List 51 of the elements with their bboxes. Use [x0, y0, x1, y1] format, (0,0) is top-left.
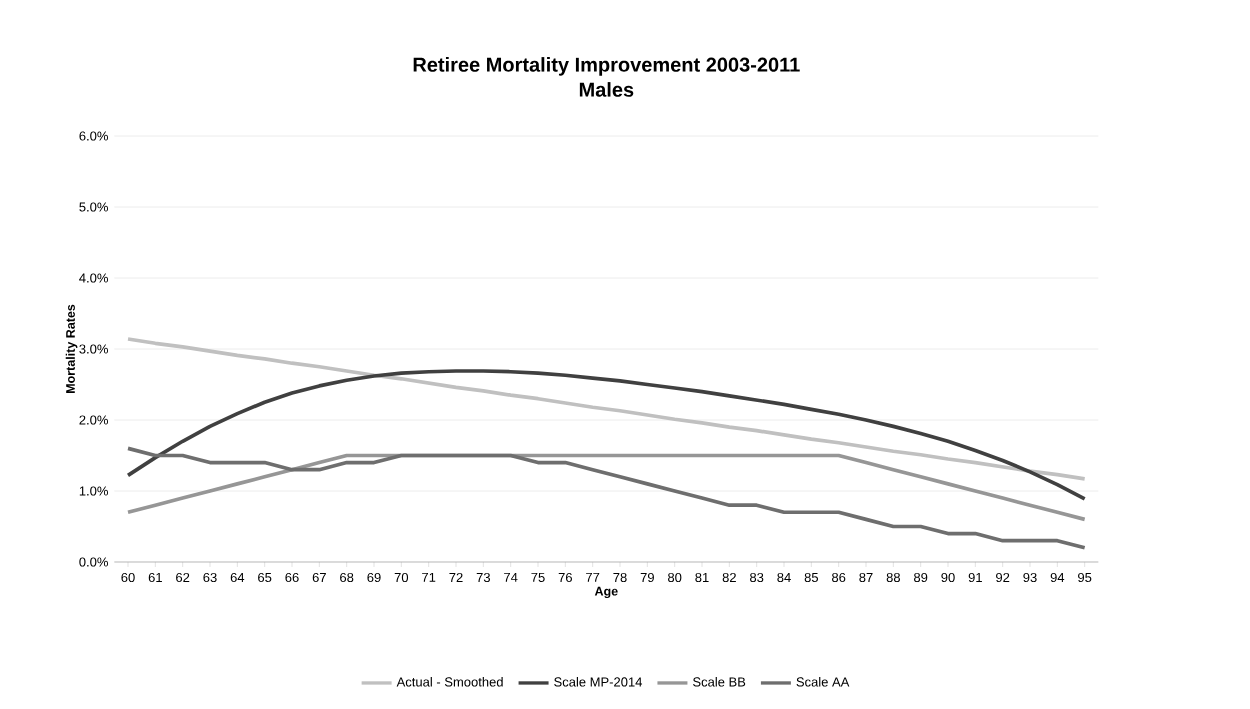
legend-label: Scale MP-2014 — [554, 677, 643, 687]
x-tick-label: 70 — [394, 572, 409, 583]
x-tick-label: 82 — [722, 572, 736, 583]
legend-label: Scale BB — [693, 677, 746, 687]
y-tick-label: 2.0% — [79, 415, 108, 425]
x-tick-label: 90 — [941, 572, 955, 583]
x-tick-label: 77 — [586, 572, 600, 582]
x-tick-label: 65 — [258, 572, 272, 583]
x-tick-label: 79 — [640, 572, 654, 583]
x-tick-label: 91 — [968, 572, 982, 583]
y-tick-label: 5.0% — [79, 202, 108, 212]
chart-subtitle: Males — [579, 82, 634, 97]
x-tick-label: 60 — [121, 572, 135, 583]
x-tick-label: 74 — [504, 572, 518, 582]
x-tick-label: 84 — [777, 572, 791, 583]
legend-label: Actual - Smoothed — [396, 677, 503, 687]
x-tick-label: 66 — [285, 572, 299, 583]
x-tick-label: 72 — [449, 572, 463, 582]
x-tick-label: 67 — [312, 572, 326, 583]
x-tick-label: 71 — [422, 572, 436, 582]
y-tick-label: 3.0% — [79, 344, 108, 354]
x-tick-label: 81 — [695, 572, 709, 583]
x-tick-label: 75 — [531, 572, 545, 582]
x-tick-label: 83 — [750, 572, 764, 583]
x-tick-label: 89 — [914, 572, 928, 583]
x-tick-label: 69 — [367, 572, 381, 583]
x-tick-label: 94 — [1050, 572, 1065, 583]
x-tick-label: 87 — [859, 572, 873, 583]
x-tick-label: 95 — [1078, 572, 1092, 583]
y-tick-label: 1.0% — [79, 486, 108, 496]
x-tick-label: 80 — [668, 572, 682, 583]
y-tick-label: 4.0% — [79, 273, 108, 283]
y-tick-label: 0.0% — [79, 557, 108, 567]
x-tick-label: 61 — [148, 572, 162, 583]
x-tick-label: 63 — [203, 572, 217, 583]
x-tick-label: 62 — [176, 572, 190, 583]
x-tick-label: 92 — [996, 572, 1010, 583]
y-axis-title: Mortality Rates — [65, 304, 78, 393]
x-tick-label: 88 — [886, 572, 900, 583]
x-tick-label: 64 — [230, 572, 245, 583]
x-tick-label: 76 — [558, 572, 572, 583]
x-tick-label: 68 — [340, 572, 354, 583]
x-tick-label: 78 — [613, 572, 627, 583]
x-tick-label: 85 — [804, 572, 819, 583]
x-tick-label: 93 — [1023, 572, 1037, 583]
y-tick-label: 6.0% — [79, 131, 108, 141]
legend-label: Scale AA — [796, 677, 850, 687]
x-tick-label: 86 — [832, 572, 846, 583]
chart-title: Retiree Mortality Improvement 2003-2011 — [413, 57, 800, 76]
x-tick-label: 73 — [476, 572, 490, 583]
x-axis-title: Age — [594, 586, 618, 599]
